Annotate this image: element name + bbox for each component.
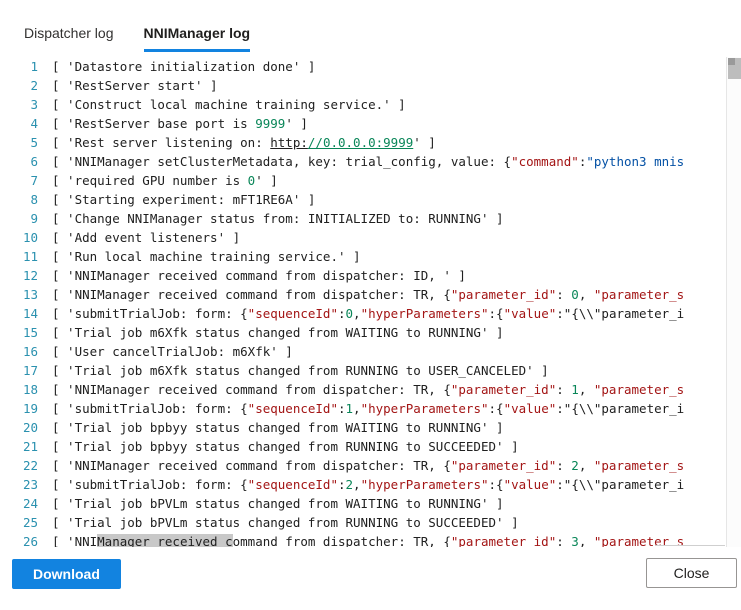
log-line-text: [ 'NNIManager received command from disp… xyxy=(52,287,685,302)
line-number: 17 xyxy=(22,363,38,378)
log-line: 12 [ 'NNIManager received command from di… xyxy=(0,266,725,285)
log-line: 26 [ 'NNIManager received command from di… xyxy=(0,532,725,547)
log-line: 13 [ 'NNIManager received command from di… xyxy=(0,285,725,304)
log-tabbar: Dispatcher log NNIManager log xyxy=(0,0,741,52)
log-line-text: [ 'Change NNIManager status from: INITIA… xyxy=(52,211,504,226)
line-number: 6 xyxy=(30,154,38,169)
log-line: 17 [ 'Trial job m6Xfk status changed from… xyxy=(0,361,725,380)
log-line: 14 [ 'submitTrialJob: form: {"sequenceId"… xyxy=(0,304,725,323)
log-line-text: [ 'submitTrialJob: form: {"sequenceId":1… xyxy=(52,401,685,416)
log-line: 6 [ 'NNIManager setClusterMetadata, key: … xyxy=(0,152,725,171)
log-line-text: [ 'Starting experiment: mFT1RE6A' ] xyxy=(52,192,316,207)
line-number: 18 xyxy=(22,382,38,397)
line-number: 13 xyxy=(22,287,38,302)
log-line: 1 [ 'Datastore initialization done' ] xyxy=(0,57,725,76)
log-lines: 1 [ 'Datastore initialization done' ] 2 [ '… xyxy=(0,57,725,547)
log-line-text: [ 'NNIManager setClusterMetadata, key: t… xyxy=(52,154,685,169)
line-number: 7 xyxy=(30,173,38,188)
vertical-scrollbar[interactable] xyxy=(726,57,741,547)
log-line: 21 [ 'Trial job bpbyy status changed from… xyxy=(0,437,725,456)
log-line: 3 [ 'Construct local machine training ser… xyxy=(0,95,725,114)
log-line: 5 [ 'Rest server listening on: http://0.0… xyxy=(0,133,725,152)
line-number: 16 xyxy=(22,344,38,359)
line-number: 10 xyxy=(22,230,38,245)
log-line: 25 [ 'Trial job bPVLm status changed from… xyxy=(0,513,725,532)
log-line-text: [ 'Trial job bpbyy status changed from R… xyxy=(52,439,519,454)
log-line-text: [ 'Trial job m6Xfk status changed from R… xyxy=(52,363,549,378)
log-line-text: [ 'Trial job bPVLm status changed from W… xyxy=(52,496,504,511)
log-line: 15 [ 'Trial job m6Xfk status changed from… xyxy=(0,323,725,342)
log-line: 10 [ 'Add event listeners' ] xyxy=(0,228,725,247)
line-number: 22 xyxy=(22,458,38,473)
line-number: 9 xyxy=(30,211,38,226)
line-number: 15 xyxy=(22,325,38,340)
tab-nnimanager-log[interactable]: NNIManager log xyxy=(143,25,251,52)
log-line: 23 [ 'submitTrialJob: form: {"sequenceId"… xyxy=(0,475,725,494)
log-line: 8 [ 'Starting experiment: mFT1RE6A' ] xyxy=(0,190,725,209)
vertical-scrollbar-thumb[interactable] xyxy=(728,58,741,79)
log-line: 24 [ 'Trial job bPVLm status changed from… xyxy=(0,494,725,513)
line-number: 24 xyxy=(22,496,38,511)
close-button[interactable]: Close xyxy=(646,558,737,588)
log-line-text: [ 'Add event listeners' ] xyxy=(52,230,241,245)
log-line-text: [ 'User cancelTrialJob: m6Xfk' ] xyxy=(52,344,293,359)
line-number: 19 xyxy=(22,401,38,416)
log-line-text: [ 'submitTrialJob: form: {"sequenceId":0… xyxy=(52,306,685,321)
line-number: 11 xyxy=(22,249,38,264)
log-line-text: [ 'Trial job bPVLm status changed from R… xyxy=(52,515,519,530)
log-line-text: [ 'Rest server listening on: http://0.0.… xyxy=(52,135,436,150)
log-viewer: 1 [ 'Datastore initialization done' ] 2 [ '… xyxy=(0,55,741,547)
line-number: 20 xyxy=(22,420,38,435)
log-line: 20 [ 'Trial job bpbyy status changed from… xyxy=(0,418,725,437)
log-line: 11 [ 'Run local machine training service.… xyxy=(0,247,725,266)
log-line-text: [ 'Trial job bpbyy status changed from W… xyxy=(52,420,504,435)
line-number: 3 xyxy=(30,97,38,112)
line-number: 25 xyxy=(22,515,38,530)
line-number: 5 xyxy=(30,135,38,150)
log-line-text: [ 'NNIManager received command from disp… xyxy=(52,268,466,283)
log-line: 2 [ 'RestServer start' ] xyxy=(0,76,725,95)
log-line-text: [ 'NNIManager received command from disp… xyxy=(52,458,685,473)
log-line: 18 [ 'NNIManager received command from di… xyxy=(0,380,725,399)
log-line: 16 [ 'User cancelTrialJob: m6Xfk' ] xyxy=(0,342,725,361)
line-number: 8 xyxy=(30,192,38,207)
log-line-text: [ 'RestServer base port is 9999' ] xyxy=(52,116,308,131)
log-line: 22 [ 'NNIManager received command from di… xyxy=(0,456,725,475)
log-line-text: [ 'NNIManager received command from disp… xyxy=(52,382,685,397)
log-line: 7 [ 'required GPU number is 0' ] xyxy=(0,171,725,190)
tab-dispatcher-log[interactable]: Dispatcher log xyxy=(24,25,114,41)
line-number: 1 xyxy=(30,59,38,74)
line-number: 12 xyxy=(22,268,38,283)
log-line-text: [ 'Construct local machine training serv… xyxy=(52,97,406,112)
line-number: 21 xyxy=(22,439,38,454)
log-line-text: [ 'required GPU number is 0' ] xyxy=(52,173,278,188)
line-number: 26 xyxy=(22,534,38,547)
log-line: 19 [ 'submitTrialJob: form: {"sequenceId"… xyxy=(0,399,725,418)
horizontal-scrollbar[interactable] xyxy=(655,545,725,546)
log-line-text: [ 'submitTrialJob: form: {"sequenceId":2… xyxy=(52,477,685,492)
line-number: 23 xyxy=(22,477,38,492)
log-line-text: [ 'RestServer start' ] xyxy=(52,78,218,93)
log-line-text: [ 'NNIManager received command from disp… xyxy=(52,534,685,547)
line-number: 2 xyxy=(30,78,38,93)
log-line-text: [ 'Trial job m6Xfk status changed from W… xyxy=(52,325,504,340)
vertical-scrollbar-thumb-notch xyxy=(728,58,735,65)
line-number: 14 xyxy=(22,306,38,321)
line-number: 4 xyxy=(30,116,38,131)
log-line: 9 [ 'Change NNIManager status from: INITI… xyxy=(0,209,725,228)
log-line-text: [ 'Run local machine training service.' … xyxy=(52,249,361,264)
log-line: 4 [ 'RestServer base port is 9999' ] xyxy=(0,114,725,133)
download-button[interactable]: Download xyxy=(12,559,121,589)
log-line-text: [ 'Datastore initialization done' ] xyxy=(52,59,316,74)
